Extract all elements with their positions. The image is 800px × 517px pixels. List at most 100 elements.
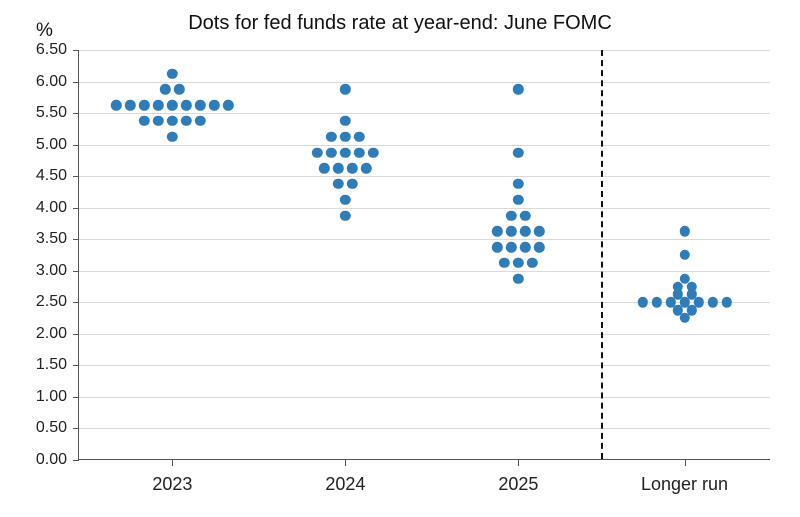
dot <box>513 179 523 189</box>
dot <box>520 242 530 252</box>
x-tick-label: Longer run <box>605 474 765 495</box>
y-tick-label: 2.00 <box>17 325 67 343</box>
y-tick-label: 6.50 <box>17 41 67 59</box>
dot <box>111 100 121 110</box>
x-tick-mark <box>172 460 173 466</box>
dot <box>319 163 329 173</box>
y-tick-label: 1.50 <box>17 356 67 374</box>
y-tick-mark <box>73 113 79 114</box>
dot <box>167 116 177 126</box>
y-tick-mark <box>73 208 79 209</box>
dot <box>174 84 184 94</box>
dot <box>326 147 336 157</box>
dot <box>637 297 647 307</box>
dot <box>679 250 689 260</box>
y-tick-label: 5.00 <box>17 136 67 154</box>
dot <box>181 100 191 110</box>
y-tick-mark <box>73 397 79 398</box>
dot <box>520 210 530 220</box>
gridline <box>79 50 770 51</box>
y-tick-mark <box>73 428 79 429</box>
dot <box>340 210 350 220</box>
gridline <box>79 397 770 398</box>
dot <box>139 116 149 126</box>
y-tick-label: 5.50 <box>17 104 67 122</box>
gridline <box>79 145 770 146</box>
dot <box>340 84 350 94</box>
dot <box>679 313 689 323</box>
dot <box>181 116 191 126</box>
dot <box>153 100 163 110</box>
y-tick-label: 0.50 <box>17 419 67 437</box>
y-tick-mark <box>73 239 79 240</box>
dot <box>340 116 350 126</box>
gridline <box>79 113 770 114</box>
dot <box>167 68 177 78</box>
x-tick-label: 2025 <box>438 474 598 495</box>
dot <box>513 84 523 94</box>
gridline <box>79 271 770 272</box>
y-axis-unit: % <box>36 20 53 42</box>
y-tick-mark <box>73 460 79 461</box>
dot <box>506 226 516 236</box>
x-tick-label: 2024 <box>265 474 425 495</box>
dot <box>361 163 371 173</box>
y-tick-label: 4.50 <box>17 167 67 185</box>
dot <box>513 258 523 268</box>
plot-area: 0.000.501.001.502.002.503.003.504.004.50… <box>78 50 770 460</box>
y-tick-mark <box>73 145 79 146</box>
dot <box>153 116 163 126</box>
dot <box>139 100 149 110</box>
dot <box>492 226 502 236</box>
y-tick-mark <box>73 271 79 272</box>
gridline <box>79 176 770 177</box>
gridline <box>79 428 770 429</box>
dot <box>347 163 357 173</box>
dot <box>167 132 177 142</box>
dot <box>223 100 233 110</box>
y-tick-label: 4.00 <box>17 199 67 217</box>
dot <box>333 179 343 189</box>
y-tick-mark <box>73 334 79 335</box>
y-tick-label: 3.00 <box>17 262 67 280</box>
gridline <box>79 334 770 335</box>
dot <box>209 100 219 110</box>
dot <box>513 273 523 283</box>
gridline <box>79 82 770 83</box>
dot <box>534 242 544 252</box>
y-tick-label: 0.00 <box>17 451 67 469</box>
dot <box>347 179 357 189</box>
dot <box>707 297 717 307</box>
gridline <box>79 239 770 240</box>
dot <box>534 226 544 236</box>
y-tick-label: 2.50 <box>17 293 67 311</box>
chart-title: Dots for fed funds rate at year-end: Jun… <box>0 12 800 35</box>
x-tick-mark <box>345 460 346 466</box>
dot <box>167 100 177 110</box>
dot <box>651 297 661 307</box>
y-tick-mark <box>73 302 79 303</box>
dot <box>506 210 516 220</box>
dot <box>492 242 502 252</box>
dot <box>527 258 537 268</box>
dot <box>195 116 205 126</box>
y-tick-mark <box>73 82 79 83</box>
dot <box>679 226 689 236</box>
x-tick-mark <box>685 460 686 466</box>
dot <box>195 100 205 110</box>
fed-dot-plot: Dots for fed funds rate at year-end: Jun… <box>0 0 800 517</box>
dot <box>340 147 350 157</box>
dot <box>520 226 530 236</box>
gridline <box>79 365 770 366</box>
x-tick-mark <box>518 460 519 466</box>
x-tick-label: 2023 <box>92 474 252 495</box>
y-tick-mark <box>73 365 79 366</box>
y-tick-label: 3.50 <box>17 230 67 248</box>
longer-run-divider <box>601 50 603 459</box>
dot <box>368 147 378 157</box>
gridline <box>79 208 770 209</box>
y-tick-mark <box>73 176 79 177</box>
dot <box>125 100 135 110</box>
y-tick-mark <box>73 50 79 51</box>
dot <box>721 297 731 307</box>
